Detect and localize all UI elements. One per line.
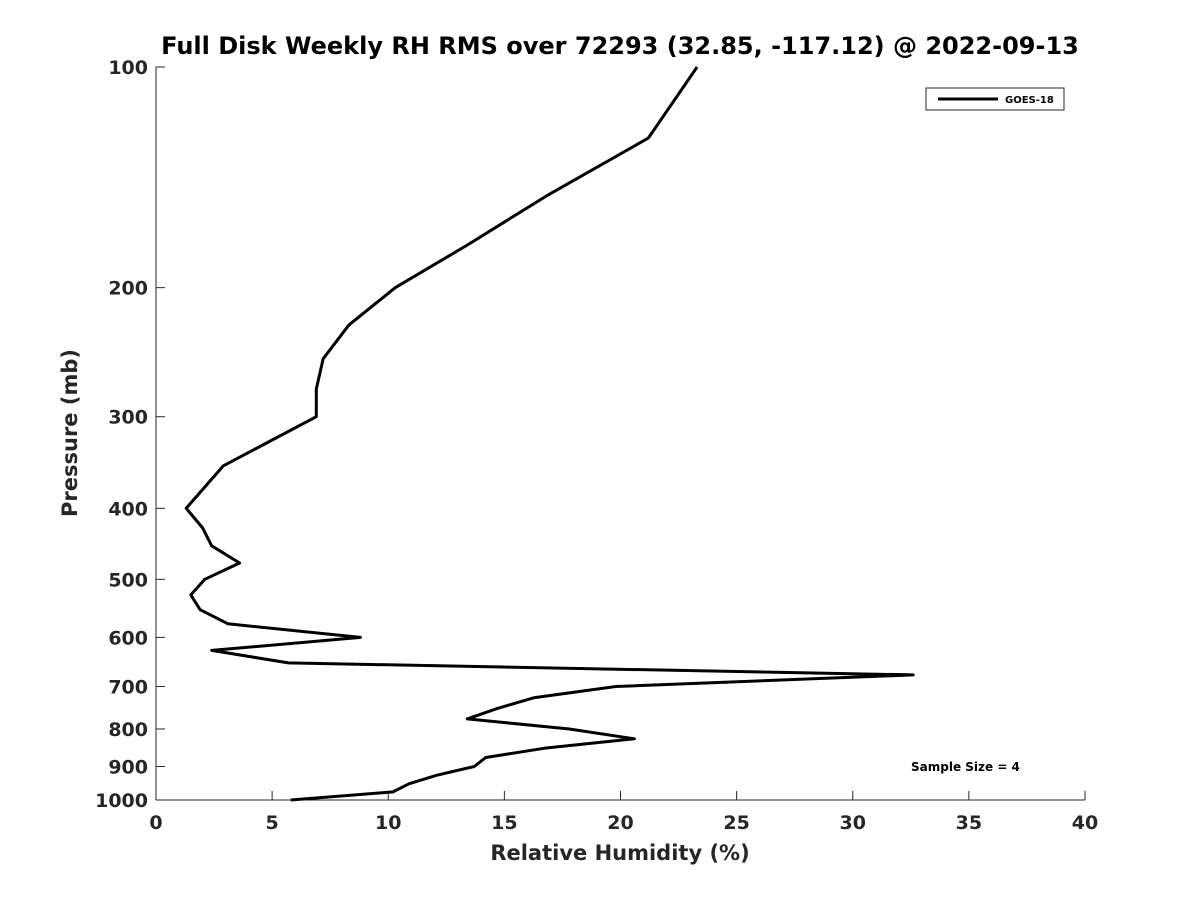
y-tick-label: 700 <box>108 676 148 698</box>
x-axis-ticks: 0 5 10 15 20 25 30 35 40 <box>149 791 1098 834</box>
x-tick-label: 30 <box>840 812 866 834</box>
y-tick-label: 300 <box>108 407 148 429</box>
y-axis-ticks: 100 200 300 400 500 600 700 800 900 1000 <box>95 57 165 812</box>
legend: GOES-18 <box>925 87 1065 111</box>
x-tick-label: 10 <box>375 812 401 834</box>
x-tick-label: 5 <box>266 812 279 834</box>
sample-size-annotation: Sample Size = 4 <box>911 760 1020 774</box>
x-tick-label: 25 <box>723 812 749 834</box>
y-tick-label: 800 <box>108 719 148 741</box>
y-tick-label: 500 <box>108 569 148 591</box>
x-tick-label: 0 <box>149 812 162 834</box>
legend-label-goes-18: GOES-18 <box>1005 95 1054 106</box>
x-tick-label: 20 <box>607 812 633 834</box>
y-tick-label: 1000 <box>95 790 148 812</box>
series-line-goes-18 <box>184 66 915 802</box>
x-tick-label: 40 <box>1072 812 1098 834</box>
x-axis-label: Relative Humidity (%) <box>490 841 749 865</box>
y-tick-label: 900 <box>108 756 148 778</box>
plot-area <box>156 67 1085 800</box>
x-tick-label: 15 <box>491 812 517 834</box>
y-axis-label: Pressure (mb) <box>58 349 82 517</box>
chart-title: Full Disk Weekly RH RMS over 72293 (32.8… <box>161 32 1079 60</box>
y-tick-label: 400 <box>108 498 148 520</box>
y-tick-label: 200 <box>108 278 148 300</box>
y-tick-label: 600 <box>108 627 148 649</box>
y-tick-label: 100 <box>108 57 148 79</box>
x-tick-label: 35 <box>956 812 982 834</box>
